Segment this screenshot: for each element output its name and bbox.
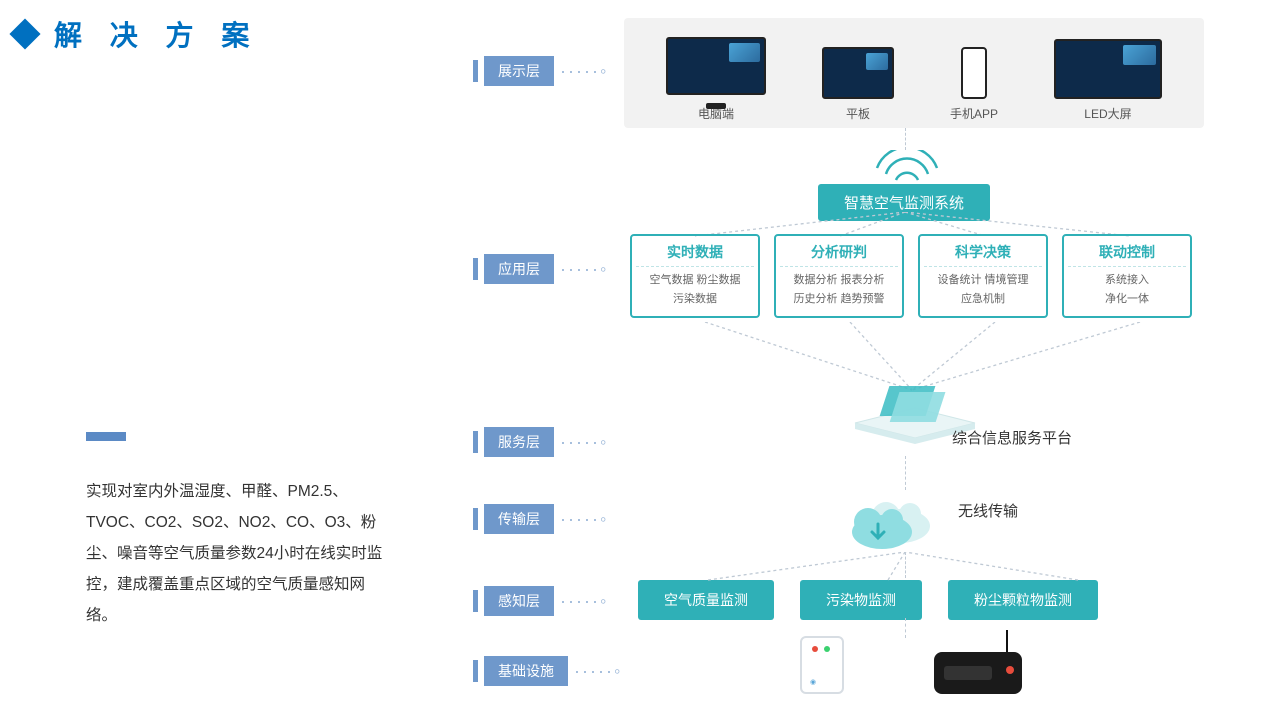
- app-card-analysis: 分析研判 数据分析 报表分析 历史分析 趋势预警: [774, 234, 904, 318]
- tablet-icon: [822, 47, 894, 99]
- layer-label-service: 服务层 ·····◦: [473, 427, 608, 457]
- section-title-row: 解 决 方 案: [14, 14, 259, 54]
- display-devices-panel: 电脑端 平板 手机APP LED大屏: [624, 18, 1204, 128]
- layer-chip: 服务层: [484, 427, 554, 457]
- section-title: 解 决 方 案: [54, 14, 259, 54]
- app-card-line: 系统接入: [1068, 271, 1186, 290]
- layer-label-display: 展示层 ·····◦: [473, 56, 608, 86]
- app-card-line: 历史分析 趋势预警: [780, 290, 898, 309]
- phone-icon: [961, 47, 987, 99]
- device-caption: LED大屏: [1084, 105, 1131, 122]
- description-text: 实现对室内外温湿度、甲醛、PM2.5、TVOC、CO2、SO2、NO2、CO、O…: [86, 476, 386, 631]
- device-caption: 手机APP: [950, 105, 998, 122]
- device-led: LED大屏: [1054, 39, 1162, 122]
- layer-label-infra: 基础设施 ·····◦: [473, 656, 622, 686]
- cloud-icon: [838, 490, 948, 559]
- app-card-realtime: 实时数据 空气数据 粉尘数据 污染数据: [630, 234, 760, 318]
- connector-dots-icon: ·····◦: [560, 509, 608, 530]
- layer-tick-icon: [473, 258, 478, 280]
- sense-chips-row: 空气质量监测 污染物监测 粉尘颗粒物监测: [638, 580, 1098, 620]
- pc-icon: [666, 37, 766, 95]
- app-card-line: 设备统计 情境管理: [924, 271, 1042, 290]
- connector-dots-icon: ·····◦: [560, 432, 608, 453]
- sensor-device-icon: ◉: [800, 636, 844, 694]
- led-screen-icon: [1054, 39, 1162, 99]
- layer-label-sense: 感知层 ·····◦: [473, 586, 608, 616]
- device-tablet: 平板: [822, 47, 894, 122]
- router-device-icon: [934, 652, 1022, 694]
- sense-chip-air: 空气质量监测: [638, 580, 774, 620]
- application-cards-row: 实时数据 空气数据 粉尘数据 污染数据 分析研判 数据分析 报表分析 历史分析 …: [630, 234, 1192, 318]
- app-card-title: 实时数据: [636, 242, 754, 267]
- layer-chip: 展示层: [484, 56, 554, 86]
- layer-chip: 应用层: [484, 254, 554, 284]
- connector-line: [905, 456, 906, 490]
- app-card-decision: 科学决策 设备统计 情境管理 应急机制: [918, 234, 1048, 318]
- layer-chip: 感知层: [484, 586, 554, 616]
- device-caption: 平板: [846, 105, 870, 122]
- layer-label-application: 应用层 ·····◦: [473, 254, 608, 284]
- fanin-connector: [638, 552, 1188, 582]
- sense-chip-pollute: 污染物监测: [800, 580, 922, 620]
- app-card-linkage: 联动控制 系统接入 净化一体: [1062, 234, 1192, 318]
- device-phone: 手机APP: [950, 47, 998, 122]
- diamond-bullet-icon: [9, 18, 40, 49]
- connector-line: [905, 618, 906, 638]
- connector-dots-icon: ·····◦: [560, 591, 608, 612]
- app-card-title: 联动控制: [1068, 242, 1186, 267]
- device-pc: 电脑端: [666, 33, 766, 122]
- accent-bar: [86, 432, 126, 441]
- app-card-title: 科学决策: [924, 242, 1042, 267]
- layer-chip: 传输层: [484, 504, 554, 534]
- transport-layer-label: 无线传输: [958, 500, 1018, 521]
- app-card-line: 净化一体: [1068, 290, 1186, 309]
- layer-tick-icon: [473, 508, 478, 530]
- sense-chip-dust: 粉尘颗粒物监测: [948, 580, 1098, 620]
- connector-dots-icon: ·····◦: [560, 61, 608, 82]
- connector-dots-icon: ·····◦: [574, 661, 622, 682]
- app-card-line: 数据分析 报表分析: [780, 271, 898, 290]
- layer-tick-icon: [473, 590, 478, 612]
- connector-dots-icon: ·····◦: [560, 259, 608, 280]
- layer-tick-icon: [473, 431, 478, 453]
- app-card-title: 分析研判: [780, 242, 898, 267]
- layer-chip: 基础设施: [484, 656, 568, 686]
- infra-devices-row: ◉: [800, 636, 1022, 694]
- app-card-line: 空气数据 粉尘数据: [636, 271, 754, 290]
- app-card-line: 污染数据: [636, 290, 754, 309]
- layer-tick-icon: [473, 660, 478, 682]
- app-card-line: 应急机制: [924, 290, 1042, 309]
- connector-line: [905, 128, 906, 150]
- service-layer-label: 综合信息服务平台: [952, 427, 1072, 448]
- layer-label-transport: 传输层 ·····◦: [473, 504, 608, 534]
- layer-tick-icon: [473, 60, 478, 82]
